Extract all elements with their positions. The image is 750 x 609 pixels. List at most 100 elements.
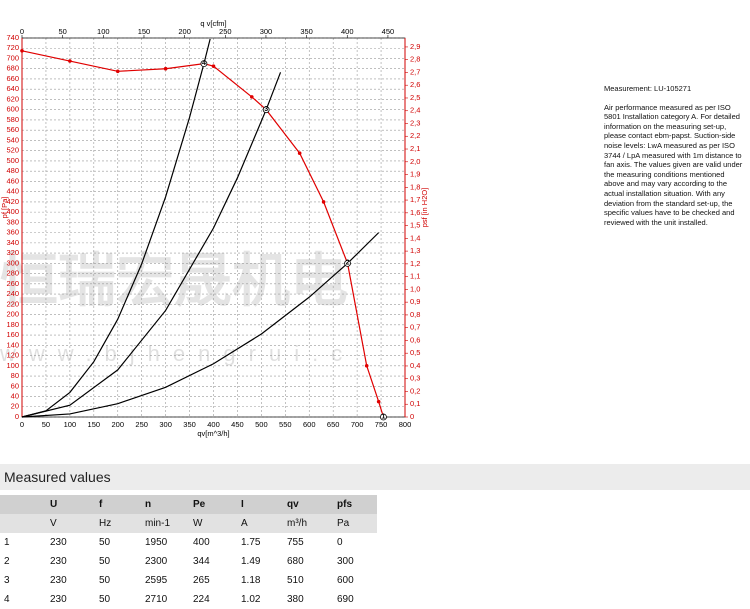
operating-point-label: 1 — [382, 413, 386, 420]
x-tick-label: 350 — [183, 420, 196, 429]
table-cell: 680 — [287, 556, 304, 567]
operating-point — [380, 413, 387, 421]
y-tick-label: 440 — [6, 187, 19, 196]
x2-axis-title: q v[cfm] — [200, 19, 226, 28]
x-tick-label: 100 — [64, 420, 77, 429]
y-tick-label: 200 — [6, 310, 19, 319]
y-tick-label: 720 — [6, 43, 19, 52]
x-tick-label: 250 — [135, 420, 148, 429]
table-cell: 4 — [4, 594, 10, 605]
table-cell: Pe — [189, 495, 237, 514]
operating-point-label: 3 — [264, 106, 268, 113]
y-tick-label: 700 — [6, 53, 19, 62]
table-cell: 755 — [287, 537, 304, 548]
x2-tick-label: 150 — [138, 27, 151, 36]
table-cell: 2595 — [145, 575, 168, 586]
y-tick-label: 0 — [15, 412, 19, 421]
y2-tick-label: 1,3 — [410, 246, 420, 255]
y-tick-label: 560 — [6, 125, 19, 134]
y2-tick-label: 0 — [410, 412, 414, 421]
y-tick-label: 640 — [6, 84, 19, 93]
y2-tick-label: 0,4 — [410, 361, 420, 370]
table-cell: n — [141, 495, 189, 514]
notes: Measurement: LU-105271 Air performance m… — [604, 84, 744, 236]
y2-tick-label: 0,9 — [410, 297, 420, 306]
curve — [21, 50, 385, 418]
table-row: 3 230 50 2595 265 1.18 510 600 — [0, 571, 377, 590]
y2-tick-label: 1,9 — [410, 170, 420, 179]
watermark: 恒瑞宏晟机电 — [0, 248, 348, 313]
y2-tick-label: 2,6 — [410, 80, 420, 89]
x-tick-label: 200 — [111, 420, 124, 429]
table-cell: m³/h — [283, 514, 333, 533]
x-tick-label: 700 — [351, 420, 364, 429]
x2-tick-label: 50 — [58, 27, 66, 36]
y-tick-label: 280 — [6, 269, 19, 278]
y-tick-label: 480 — [6, 166, 19, 175]
operating-point — [200, 60, 208, 68]
x-tick-label: 300 — [159, 420, 172, 429]
x-tick-label: 800 — [399, 420, 412, 429]
table-cell: Pa — [333, 514, 377, 533]
y2-tick-label: 1,0 — [410, 284, 420, 293]
y-tick-label: 500 — [6, 156, 19, 165]
operating-point — [262, 106, 270, 114]
y2-tick-label: 0,3 — [410, 374, 420, 383]
table-cell: qv — [283, 495, 333, 514]
x-tick-label: 600 — [303, 420, 316, 429]
y-tick-label: 580 — [6, 115, 19, 124]
x2-tick-label: 300 — [260, 27, 273, 36]
y2-tick-label: 0,6 — [410, 335, 420, 344]
table-row: 2 230 50 2300 344 1.49 680 300 — [0, 552, 377, 571]
table-cell: 230 — [50, 594, 67, 605]
y-tick-label: 660 — [6, 74, 19, 83]
y-tick-label: 620 — [6, 94, 19, 103]
y-tick-label: 380 — [6, 217, 19, 226]
notes-text: Air performance measured as per ISO 5801… — [604, 102, 743, 227]
curve — [21, 38, 211, 418]
x-tick-label: 50 — [42, 420, 50, 429]
y-tick-label: 260 — [6, 279, 19, 288]
x-tick-label: 150 — [88, 420, 101, 429]
table-cell: 690 — [337, 594, 354, 605]
curve-marker — [321, 200, 326, 204]
y2-tick-label: 1,4 — [410, 233, 420, 242]
y-tick-label: 20 — [11, 402, 19, 411]
y-tick-label: 300 — [6, 258, 19, 267]
table-cell: 344 — [193, 556, 210, 567]
table-cell: A — [237, 514, 283, 533]
table-cell — [0, 514, 46, 533]
table-cell: 230 — [50, 575, 67, 586]
table-cell: 230 — [50, 556, 67, 567]
x-tick-label: 650 — [327, 420, 340, 429]
x-tick-label: 750 — [375, 420, 388, 429]
y-tick-label: 140 — [6, 340, 19, 349]
table-cell: 400 — [193, 537, 210, 548]
table-cell: Hz — [95, 514, 141, 533]
watermark-url: www.bjhengrui.c — [0, 341, 355, 366]
table-row: 4 230 50 2710 224 1.02 380 690 — [0, 590, 377, 609]
y2-tick-label: 0,5 — [410, 348, 420, 357]
table-cell: 380 — [287, 594, 304, 605]
table-cell: 3 — [4, 575, 10, 586]
y2-tick-label: 0,2 — [410, 386, 420, 395]
x-tick-label: 550 — [279, 420, 292, 429]
y2-tick-label: 1,8 — [410, 182, 420, 191]
curve — [21, 232, 380, 418]
table-cell: I — [237, 495, 283, 514]
table-cell: 600 — [337, 575, 354, 586]
y-tick-label: 460 — [6, 176, 19, 185]
table-title: Measured values — [0, 464, 750, 490]
y-tick-label: 160 — [6, 330, 19, 339]
operating-point — [344, 259, 351, 267]
table-cell: 265 — [193, 575, 210, 586]
y-tick-label: 680 — [6, 64, 19, 73]
table-cell: 1.75 — [241, 537, 261, 548]
y-tick-label: 40 — [11, 391, 19, 400]
table-cell: 2300 — [145, 556, 168, 567]
operating-point-label: 2 — [346, 260, 350, 267]
